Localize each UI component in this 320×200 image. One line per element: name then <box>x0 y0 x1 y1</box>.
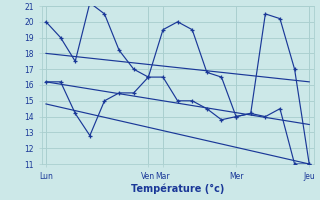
X-axis label: Température (°c): Température (°c) <box>131 183 224 194</box>
